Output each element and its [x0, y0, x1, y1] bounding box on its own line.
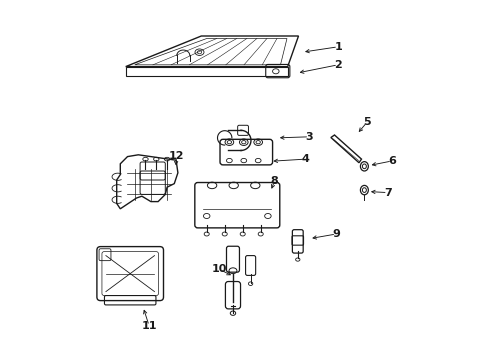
- Text: 11: 11: [141, 321, 157, 331]
- Text: 1: 1: [333, 42, 341, 52]
- Text: 8: 8: [270, 176, 278, 186]
- Text: 9: 9: [332, 229, 340, 239]
- Text: 12: 12: [168, 150, 183, 161]
- Text: 5: 5: [363, 117, 370, 127]
- Text: 4: 4: [301, 154, 309, 164]
- Text: 10: 10: [211, 264, 226, 274]
- Text: 6: 6: [387, 156, 395, 166]
- Text: 7: 7: [383, 188, 391, 198]
- Text: 2: 2: [333, 60, 341, 70]
- Text: 3: 3: [305, 132, 312, 142]
